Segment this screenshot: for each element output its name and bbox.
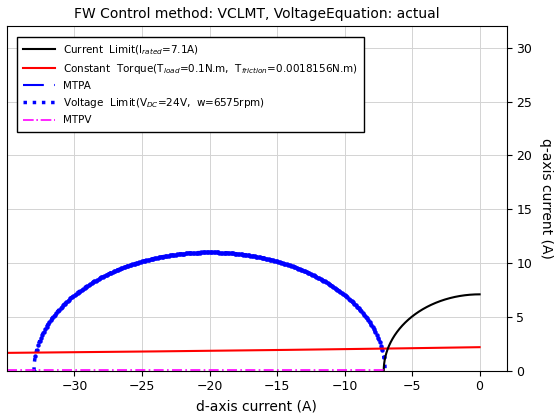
Title: FW Control method: VCLMT, VoltageEquation: actual: FW Control method: VCLMT, VoltageEquatio… [74,7,440,21]
Y-axis label: q-axis current (A): q-axis current (A) [539,138,553,259]
X-axis label: d-axis current (A): d-axis current (A) [197,399,317,413]
Legend: Current  Limit(I$_{rated}$=7.1A), Constant  Torque(T$_{load}$=0.1N.m,  T$_{frict: Current Limit(I$_{rated}$=7.1A), Constan… [17,37,363,131]
